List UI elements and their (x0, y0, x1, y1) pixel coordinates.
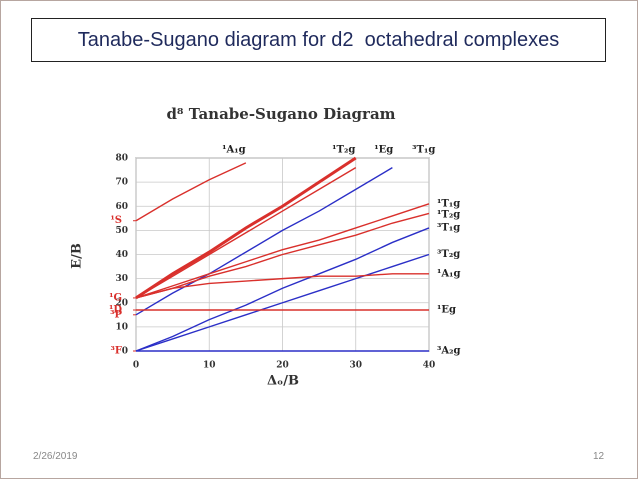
series-line (135, 156, 357, 300)
x-tick-label: 30 (349, 361, 362, 371)
y-tick-label: 50 (115, 226, 128, 236)
series-label: ¹T₂g (332, 145, 355, 156)
state-label: ³F (111, 346, 122, 357)
series-line (135, 253, 430, 352)
y-tick-label: 0 (122, 347, 128, 357)
x-tick-label: 0 (133, 361, 139, 371)
y-tick-label: 40 (115, 250, 128, 260)
slide-date: 2/26/2019 (33, 451, 78, 462)
series-label: ³T₂g (437, 249, 460, 260)
x-tick-label: 10 (203, 361, 216, 371)
series-line (135, 203, 430, 299)
series-line (135, 162, 247, 222)
state-label: ¹S (110, 215, 122, 226)
y-axis-label: E/B (70, 243, 85, 269)
slide-title: Tanabe-Sugano diagram for d2 octahedral … (31, 18, 606, 62)
x-tick-label: 40 (423, 361, 436, 371)
chart-title: d⁸ Tanabe-Sugano Diagram (166, 105, 395, 123)
series-label: ³A₂g (437, 346, 461, 357)
x-tick-label: 20 (276, 361, 289, 371)
y-tick-label: 10 (115, 322, 128, 332)
series-line (135, 273, 429, 299)
series-label: ¹A₁g (222, 145, 246, 156)
series-label: ¹Eg (374, 145, 393, 156)
series-line (135, 167, 357, 299)
y-tick-label: 80 (115, 154, 128, 164)
series-label: ³T₁g (412, 145, 435, 156)
series-label: ¹T₂g (437, 209, 460, 220)
series-line (135, 227, 430, 352)
slide-number: 12 (593, 451, 605, 462)
series-label: ¹Eg (437, 304, 456, 315)
x-axis-label: Δₒ/B (267, 374, 299, 389)
state-label: ¹D (109, 304, 122, 315)
y-tick-label: 60 (115, 202, 128, 212)
y-tick-label: 20 (115, 298, 128, 308)
series-label: ³T₁g (437, 222, 460, 233)
series-line (135, 167, 393, 316)
series-label: ¹A₁g (437, 268, 461, 279)
y-tick-label: 70 (115, 178, 128, 188)
y-tick-label: 30 (115, 274, 128, 284)
state-label: ¹G (109, 292, 122, 303)
series-line (135, 212, 430, 299)
series-label: ¹T₁g (437, 198, 460, 209)
state-label: ³P (110, 309, 122, 320)
